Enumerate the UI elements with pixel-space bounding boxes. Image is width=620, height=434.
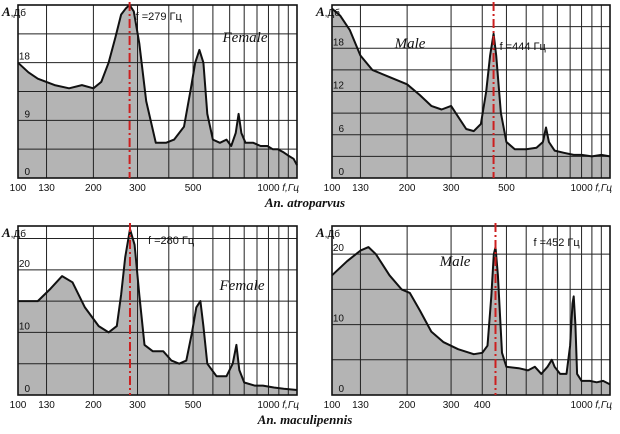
y-tick-label: 0 bbox=[24, 167, 30, 178]
chart-panel-3: f =280 Гц Female 0 10 20 100 130 200 300 500 1000 A… bbox=[1, 223, 299, 411]
y-axis-unit: ,Дб bbox=[325, 228, 341, 240]
peak-frequency-label: f =452 Гц bbox=[533, 237, 580, 249]
x-tick-label: 130 bbox=[38, 400, 55, 411]
y-tick-label: 0 bbox=[338, 384, 344, 395]
x-axis-unit: f,Гц bbox=[282, 183, 299, 194]
x-tick-label: 130 bbox=[352, 183, 369, 194]
species-caption-bottom: An. maculipennis bbox=[257, 412, 353, 427]
spectrum-line bbox=[331, 7, 611, 158]
x-tick-label: 100 bbox=[324, 183, 341, 194]
spectrum-line bbox=[18, 228, 298, 391]
sex-label: Male bbox=[394, 36, 426, 52]
plot-frame bbox=[331, 4, 611, 179]
x-tick-label: 300 bbox=[129, 400, 146, 411]
sex-label: Female bbox=[219, 278, 265, 294]
x-axis-unit: f,Гц bbox=[595, 183, 612, 194]
y-tick-label: 0 bbox=[338, 167, 344, 178]
x-tick-label: 100 bbox=[324, 400, 341, 411]
chart-panel-2: f =444 Гц Male 0 6 12 18 100 130 200 300 500 1000 A,… bbox=[315, 2, 612, 194]
y-tick-label: 6 bbox=[338, 124, 344, 135]
plot-frame bbox=[17, 4, 298, 179]
y-axis-unit: ,Дб bbox=[11, 228, 27, 240]
y-axis-symbol: A bbox=[1, 225, 11, 240]
y-axis-label: A,Дб bbox=[1, 4, 26, 19]
species-caption-top: An. atroparvus bbox=[264, 195, 345, 210]
plot-frame bbox=[331, 225, 611, 396]
x-tick-label: 300 bbox=[443, 183, 460, 194]
x-tick-label: 130 bbox=[352, 400, 369, 411]
peak-frequency-label: f =280 Гц bbox=[148, 235, 195, 247]
plot-frame bbox=[17, 225, 298, 396]
x-tick-label: 200 bbox=[399, 400, 416, 411]
x-tick-label: 100 bbox=[10, 400, 27, 411]
x-tick-label: 100 bbox=[10, 183, 27, 194]
y-tick-label: 9 bbox=[24, 109, 30, 120]
y-axis-unit: ,Дб bbox=[11, 7, 27, 19]
chart-panel-1: f =279 Гц Female 0 9 18 100 130 200 300 500 1000 A,… bbox=[1, 2, 299, 194]
sex-label: Male bbox=[439, 254, 471, 270]
peak-frequency-label: f =279 Гц bbox=[136, 11, 183, 23]
x-tick-label: 1000 bbox=[257, 400, 280, 411]
y-axis-unit: ,Дб bbox=[325, 7, 341, 19]
spectrum-area bbox=[332, 247, 610, 395]
x-tick-label: 130 bbox=[38, 183, 55, 194]
y-tick-label: 10 bbox=[19, 321, 31, 332]
y-axis-label: A,Дб bbox=[1, 225, 26, 240]
peak-frequency-label: f =444 Гц bbox=[500, 41, 547, 53]
x-tick-label: 300 bbox=[443, 400, 460, 411]
x-tick-label: 500 bbox=[498, 183, 515, 194]
spectrum-area bbox=[332, 8, 610, 178]
y-axis-label: A,Дб bbox=[315, 225, 340, 240]
x-tick-label: 500 bbox=[185, 400, 202, 411]
y-axis-symbol: A bbox=[1, 4, 11, 19]
y-tick-label: 0 bbox=[24, 384, 30, 395]
spectrum-area bbox=[18, 5, 297, 178]
chart-panel-4: f =452 Гц Male 0 10 20 100 130 200 300 400 1000 A,Д… bbox=[315, 223, 612, 411]
y-axis-label: A,Дб bbox=[315, 4, 340, 19]
x-axis-unit: f,Гц bbox=[282, 400, 299, 411]
y-tick-label: 20 bbox=[19, 259, 31, 270]
x-tick-label: 200 bbox=[85, 183, 102, 194]
x-tick-label: 1000 bbox=[570, 400, 593, 411]
x-tick-label: 300 bbox=[129, 183, 146, 194]
y-tick-label: 18 bbox=[19, 52, 31, 63]
y-tick-label: 20 bbox=[333, 243, 345, 254]
spectrum-line bbox=[331, 246, 611, 386]
x-tick-label: 200 bbox=[85, 400, 102, 411]
y-tick-label: 18 bbox=[333, 37, 345, 48]
x-tick-label: 500 bbox=[185, 183, 202, 194]
y-axis-symbol: A bbox=[315, 225, 325, 240]
sex-label: Female bbox=[222, 30, 268, 46]
x-tick-label: 1000 bbox=[570, 183, 593, 194]
x-tick-label: 1000 bbox=[257, 183, 280, 194]
spectrum-area bbox=[18, 229, 297, 395]
x-tick-label: 400 bbox=[474, 400, 491, 411]
x-axis-unit: f,Гц bbox=[595, 400, 612, 411]
y-tick-label: 10 bbox=[333, 314, 345, 325]
x-tick-label: 200 bbox=[399, 183, 416, 194]
y-axis-symbol: A bbox=[315, 4, 325, 19]
y-tick-label: 12 bbox=[333, 81, 345, 92]
spectrum-line bbox=[17, 4, 298, 166]
